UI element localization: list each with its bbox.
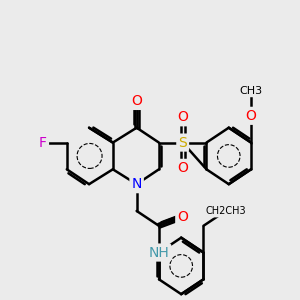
Text: O: O <box>177 161 188 175</box>
Text: N: N <box>131 177 142 191</box>
Text: NH: NH <box>148 245 169 260</box>
Text: O: O <box>177 210 188 224</box>
Text: O: O <box>131 94 142 108</box>
Text: CH2CH3: CH2CH3 <box>206 206 246 216</box>
Text: O: O <box>177 110 188 124</box>
Text: S: S <box>178 136 187 150</box>
Text: CH3: CH3 <box>239 85 262 96</box>
Text: O: O <box>246 109 256 123</box>
Text: F: F <box>39 136 47 150</box>
